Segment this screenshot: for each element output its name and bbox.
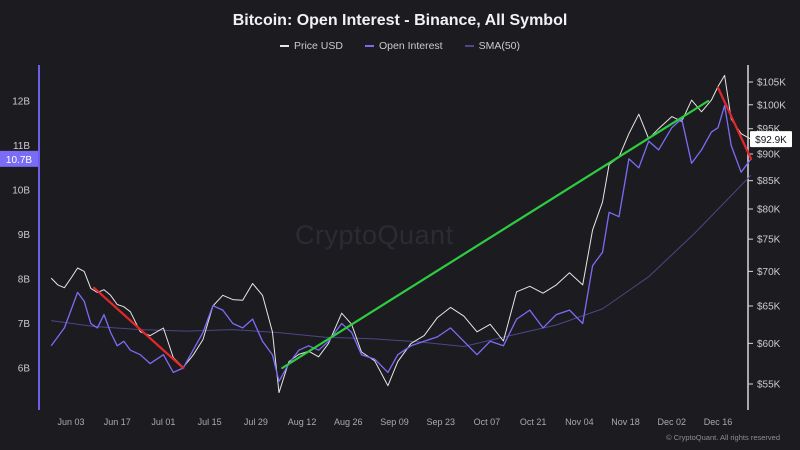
current-price-badge	[750, 131, 792, 148]
x-axis-tick-label: Dec 02	[658, 417, 687, 427]
right-axis-tick-label: $105K	[757, 78, 786, 89]
watermark: CryptoQuant	[295, 220, 454, 250]
trend-line-red-2	[716, 86, 753, 160]
sma-line	[51, 174, 752, 347]
x-axis-tick-label: Sep 09	[380, 417, 409, 427]
legend-label-sma: SMA(50)	[478, 40, 521, 52]
x-axis-tick-label: Jul 15	[198, 417, 222, 427]
chart-title: Bitcoin: Open Interest - Binance, All Sy…	[232, 12, 568, 29]
open-interest-line	[50, 104, 752, 382]
legend-item-open-interest[interactable]: Open Interest	[364, 40, 443, 52]
right-axis-tick-label: $55K	[757, 380, 781, 391]
x-axis-tick-label: Sep 23	[426, 417, 455, 427]
left-axis-tick-label: 11B	[13, 141, 30, 152]
current-oi-badge	[0, 150, 38, 167]
x-axis-tick-label: Oct 21	[520, 417, 547, 427]
x-axis-tick-label: Jul 29	[244, 417, 268, 427]
current-price-badge-label: $92.9K	[755, 135, 787, 146]
x-axis-tick-label: Oct 07	[474, 417, 501, 427]
x-axis-tick-label: Jun 03	[57, 417, 84, 427]
chart-legend: Price USD Open Interest SMA(50)	[0, 40, 800, 52]
left-axis-tick-label: 7B	[18, 319, 31, 330]
x-axis-tick-label: Aug 12	[288, 417, 317, 427]
right-axis-tick-label: $90K	[757, 149, 781, 160]
right-axis-tick-label: $100K	[757, 100, 786, 111]
legend-swatch-open-interest	[364, 45, 374, 47]
right-axis-tick-label: $60K	[757, 339, 781, 350]
left-axis-tick-label: 9B	[18, 230, 31, 241]
legend-item-price[interactable]: Price USD	[279, 40, 343, 52]
right-axis-tick-label: $95K	[757, 124, 781, 135]
legend-label-open-interest: Open Interest	[378, 40, 443, 52]
legend-item-sma[interactable]: SMA(50)	[464, 40, 521, 52]
x-axis-tick-label: Jul 01	[151, 417, 175, 427]
x-axis-tick-label: Jun 17	[104, 417, 131, 427]
legend-label-price: Price USD	[293, 40, 343, 52]
legend-swatch-price	[279, 45, 289, 47]
left-axis-tick-label: 6B	[18, 364, 31, 375]
right-axis-tick-label: $65K	[757, 301, 781, 312]
x-axis-tick-label: Nov 04	[565, 417, 594, 427]
left-axis-tick-label: 8B	[18, 275, 31, 286]
x-axis-tick-label: Nov 18	[611, 417, 640, 427]
left-axis-tick-label: 10B	[12, 186, 30, 197]
legend-swatch-sma	[464, 45, 474, 47]
left-axis-tick-label: 12B	[12, 97, 30, 108]
right-axis-tick-label: $75K	[757, 235, 781, 246]
copyright-text: © CryptoQuant. All rights reserved	[666, 433, 780, 442]
x-axis-tick-label: Dec 16	[704, 417, 733, 427]
price-line	[50, 74, 752, 394]
trend-line-green	[281, 99, 710, 370]
current-oi-badge-label: 10.7B	[6, 155, 32, 166]
right-axis-tick-label: $85K	[757, 176, 781, 187]
x-axis-tick-label: Aug 26	[334, 417, 363, 427]
right-axis-tick-label: $80K	[757, 205, 781, 216]
right-axis-tick-label: $70K	[757, 267, 781, 278]
trend-line-red-0	[93, 286, 185, 370]
